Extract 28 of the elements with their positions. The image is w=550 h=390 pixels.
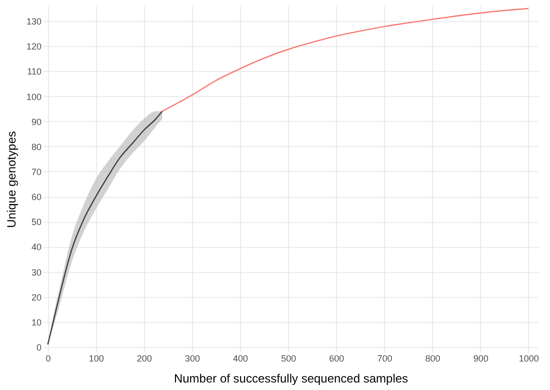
y-tick-label: 90 (31, 116, 42, 127)
y-tick-label: 120 (26, 42, 42, 52)
y-tick-label: 50 (31, 217, 42, 228)
y-tick-label: 110 (27, 66, 42, 77)
y-tick-label: 40 (31, 242, 42, 252)
y-tick-label: 60 (31, 192, 42, 202)
y-tick-label: 70 (31, 166, 42, 177)
x-axis-title: Number of successfully sequenced samples (174, 372, 408, 386)
x-tick-label: 700 (377, 354, 392, 364)
y-tick-label: 10 (31, 317, 42, 328)
y-axis-title: Unique genotypes (4, 131, 18, 228)
x-tick-label: 300 (184, 354, 200, 364)
line-series (162, 8, 529, 112)
x-tick-label: 200 (136, 354, 152, 364)
x-tick-label: 400 (233, 354, 248, 364)
x-tick-label: 600 (329, 354, 344, 364)
x-tick-label: 1000 (518, 354, 539, 364)
y-tick-label: 130 (26, 16, 42, 27)
x-tick-label: 800 (425, 354, 440, 364)
y-tick-label: 80 (31, 142, 42, 152)
x-tick-label: 100 (88, 354, 104, 364)
y-tick-label: 0 (36, 342, 42, 352)
x-tick-label: 900 (473, 354, 488, 364)
y-tick-label: 20 (31, 292, 42, 302)
x-tick-label: 0 (46, 354, 51, 364)
y-tick-label: 100 (26, 92, 42, 102)
x-tick-label: 500 (281, 354, 296, 364)
y-tick-label: 30 (31, 267, 42, 278)
